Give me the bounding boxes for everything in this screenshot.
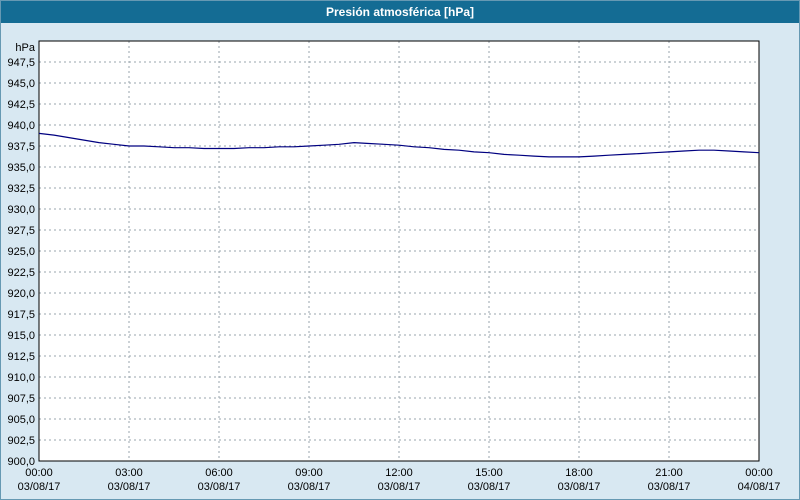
x-tick-date-label: 03/08/17 [108, 481, 151, 493]
y-tick-label: 937,5 [7, 141, 35, 153]
chart-area: 947,5 945,0 942,5 940,0 937,5 935,0 932,5 930,0… [1, 23, 799, 499]
chart-title: Presión atmosférica [hPa] [325, 5, 475, 19]
x-tick-date-label: 03/08/17 [198, 481, 241, 493]
y-tick-label: 907,5 [7, 393, 35, 405]
x-tick-date-label: 03/08/17 [18, 481, 61, 493]
chart-title-bar: Presión atmosférica [hPa] [1, 1, 799, 23]
y-tick-label: 935,0 [7, 162, 35, 174]
x-tick-time-label: 12:00 [385, 467, 413, 479]
y-tick-label: 932,5 [7, 183, 35, 195]
y-axis-unit-label: hPa [15, 42, 35, 54]
x-tick-time-label: 21:00 [655, 467, 683, 479]
x-tick-time-label: 15:00 [475, 467, 503, 479]
x-tick-time-label: 00:00 [745, 467, 773, 479]
y-tick-label: 947,5 [7, 57, 35, 69]
pressure-line [38, 132, 760, 158]
x-tick-time-label: 09:00 [295, 467, 323, 479]
y-tick-label: 925,0 [7, 246, 35, 258]
x-tick-date-label: 03/08/17 [378, 481, 421, 493]
y-tick-label: 917,5 [7, 309, 35, 321]
y-tick-label: 930,0 [7, 204, 35, 216]
plot-border [38, 40, 760, 462]
y-tick-label: 912,5 [7, 351, 35, 363]
x-tick-time-label: 00:00 [25, 467, 53, 479]
x-tick-time-label: 06:00 [205, 467, 233, 479]
pressure-chart: 947,5 945,0 942,5 940,0 937,5 935,0 932,5 930,0… [7, 40, 781, 493]
x-tick-time-label: 03:00 [115, 467, 143, 479]
x-tick-date-label: 03/08/17 [648, 481, 691, 493]
y-tick-label: 920,0 [7, 288, 35, 300]
x-tick-time-label: 18:00 [565, 467, 593, 479]
y-tick-label: 900,0 [7, 456, 35, 468]
x-tick-date-label: 03/08/17 [468, 481, 511, 493]
y-tick-label: 940,0 [7, 120, 35, 132]
y-tick-label: 905,0 [7, 414, 35, 426]
x-tick-date-label: 04/08/17 [738, 481, 781, 493]
y-tick-label: 945,0 [7, 78, 35, 90]
y-tick-label: 942,5 [7, 99, 35, 111]
x-tick-date-label: 03/08/17 [288, 481, 331, 493]
y-tick-label: 922,5 [7, 267, 35, 279]
y-tick-label: 927,5 [7, 225, 35, 237]
y-tick-label: 910,0 [7, 372, 35, 384]
y-tick-label: 915,0 [7, 330, 35, 342]
y-tick-label: 902,5 [7, 435, 35, 447]
x-tick-date-label: 03/08/17 [558, 481, 601, 493]
